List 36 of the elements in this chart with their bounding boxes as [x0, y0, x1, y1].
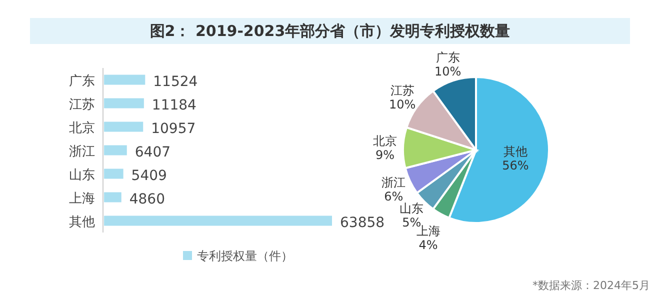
- slice-label: 其他: [503, 144, 528, 159]
- data-label: 10%: [389, 98, 416, 112]
- slice-label: 山东: [400, 201, 424, 216]
- y-tick-label: 其他: [69, 214, 95, 230]
- bar: [104, 192, 122, 202]
- chart-title: 图2： 2019-2023年部分省（市）发明专利授权数量: [150, 22, 510, 40]
- bar: [104, 168, 124, 179]
- data-label: 9%: [376, 148, 395, 162]
- data-label: 11524: [153, 74, 198, 90]
- y-tick-label: 广东: [69, 74, 95, 89]
- slice-label: 北京: [373, 134, 398, 148]
- slice-label: 江苏: [390, 84, 414, 98]
- data-label: 10%: [434, 64, 462, 78]
- data-label: 63858: [340, 214, 385, 231]
- data-label: 56%: [502, 158, 529, 173]
- y-tick-label: 山东: [69, 168, 95, 183]
- data-label: 4860: [129, 191, 165, 208]
- bar: [104, 98, 144, 108]
- slice-label: 浙江: [382, 176, 406, 190]
- y-tick-label: 北京: [69, 120, 95, 136]
- data-label: 6%: [384, 190, 404, 204]
- text: *数据来源：2024年5月: [532, 279, 650, 292]
- data-label: 10957: [151, 120, 196, 137]
- legend-label: 专利授权量（件）: [197, 249, 293, 263]
- bar: [104, 122, 144, 132]
- y-tick-label: 浙江: [69, 144, 95, 160]
- y-tick-label: 上海: [69, 191, 95, 206]
- bar: [104, 145, 127, 156]
- data-label: 11184: [152, 97, 197, 114]
- data-label: 5409: [131, 168, 167, 184]
- slice-label: 广东: [436, 50, 460, 64]
- bar: [104, 216, 332, 226]
- bar: [104, 74, 146, 85]
- y-tick-label: 江苏: [69, 97, 95, 112]
- data-label: 6407: [134, 144, 171, 160]
- data-label: 4%: [418, 238, 438, 252]
